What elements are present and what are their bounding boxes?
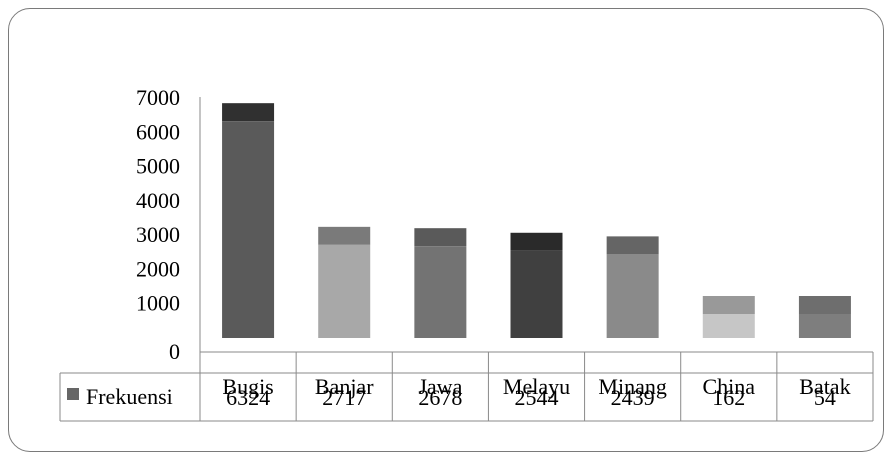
bar-cap-bugis: [222, 103, 275, 122]
y-axis: 0 1000 2000 3000 4000 5000 6000 7000: [136, 85, 201, 364]
data-value-label: 6324: [226, 385, 270, 410]
bar-cap-jawa: [414, 228, 467, 247]
bar-cap-banjar: [318, 226, 371, 245]
y-tick-label: 2000: [136, 256, 180, 281]
bar-minang: [606, 254, 659, 338]
bar-cap-china: [702, 296, 755, 314]
y-tick-label: 6000: [136, 119, 180, 144]
data-value-label: 162: [712, 385, 745, 410]
bar-cap-batak: [798, 296, 851, 314]
y-tick-label: 3000: [136, 222, 180, 247]
y-tick-label: 4000: [136, 188, 180, 213]
y-tick-label: 0: [169, 339, 180, 364]
bar-cap-melayu: [510, 232, 563, 251]
category-label: Melayu: [503, 374, 570, 399]
category-label: Bugis: [222, 374, 273, 399]
category-label: Minang: [598, 374, 666, 399]
data-value-label: 2678: [418, 385, 462, 410]
category-label: Batak: [799, 374, 850, 399]
bar-melayu: [510, 250, 563, 338]
bar-china: [702, 314, 755, 338]
category-label: China: [703, 374, 756, 399]
data-value-label: 2544: [515, 385, 559, 410]
y-tick-label: 1000: [136, 291, 180, 316]
category-label: Jawa: [418, 374, 462, 399]
bar-batak: [798, 314, 851, 338]
data-value-label: 2717: [322, 385, 366, 410]
data-value-label: 2439: [611, 385, 655, 410]
bars: [222, 103, 851, 338]
legend-key: [67, 388, 79, 400]
bar-bugis: [222, 121, 275, 338]
y-tick-label: 7000: [136, 85, 180, 110]
legend-series-name: Frekuensi: [86, 384, 173, 409]
data-value-label: 54: [814, 385, 836, 410]
bar-jawa: [414, 246, 467, 338]
category-label: Banjar: [315, 374, 374, 399]
bar-banjar: [318, 244, 371, 338]
bar-cap-minang: [606, 236, 659, 255]
y-tick-label: 5000: [136, 154, 180, 179]
